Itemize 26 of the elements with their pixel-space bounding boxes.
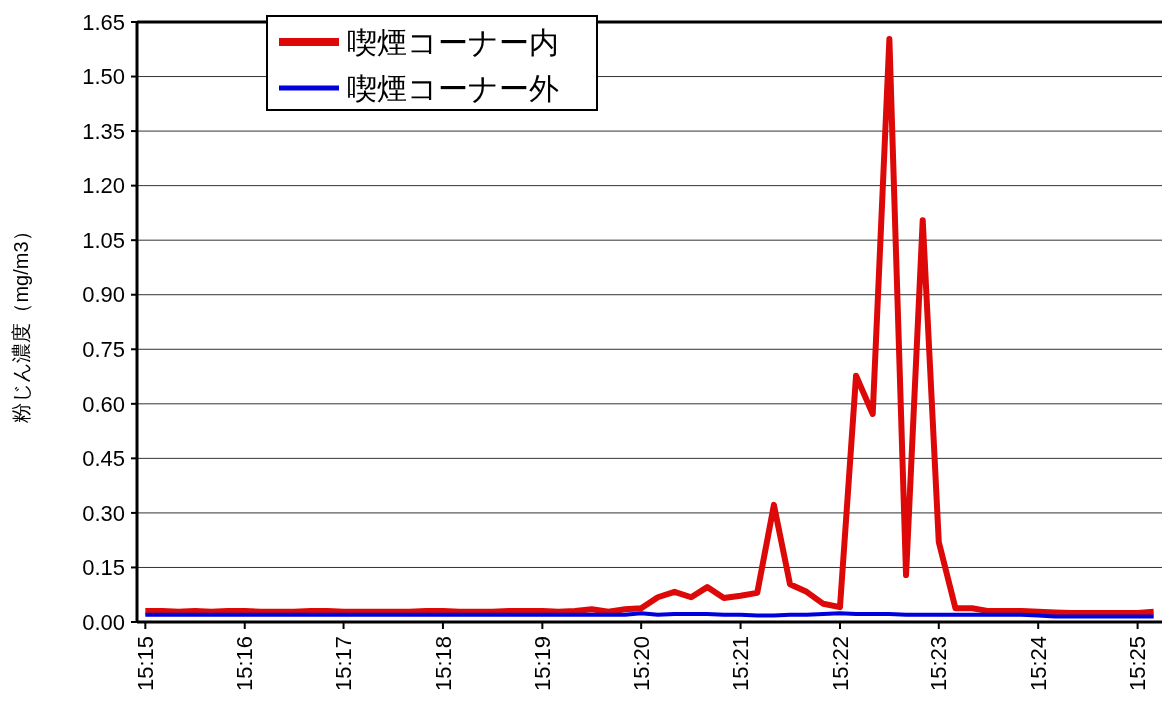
y-tick-label: 0.30 xyxy=(82,500,125,526)
x-tick-label: 15:25 xyxy=(1125,636,1151,692)
x-tick-label: 15:15 xyxy=(133,636,159,692)
y-tick-label: 0.60 xyxy=(82,391,125,417)
y-tick-label: 0.15 xyxy=(82,555,125,581)
x-tick-label: 15:16 xyxy=(232,636,258,692)
y-tick-label: 0.75 xyxy=(82,336,125,362)
x-tick-label: 15:23 xyxy=(926,636,952,692)
y-tick-label: 1.20 xyxy=(82,173,125,199)
y-tick-label: 0.45 xyxy=(82,446,125,472)
legend-label: 喫煙コーナー内 xyxy=(347,25,559,59)
y-tick-label: 1.65 xyxy=(82,9,125,35)
x-tick-label: 15:21 xyxy=(728,636,754,692)
y-tick-label: 1.50 xyxy=(82,64,125,90)
x-tick-label: 15:22 xyxy=(827,636,853,692)
y-axis-title: 粉じん濃度（mg/m3） xyxy=(10,221,32,423)
y-tick-label: 0.00 xyxy=(82,609,125,635)
x-tick-label: 15:24 xyxy=(1025,636,1051,692)
x-tick-label: 15:18 xyxy=(430,636,456,692)
x-tick-label: 15:20 xyxy=(628,636,654,692)
y-tick-label: 1.05 xyxy=(82,227,125,253)
x-tick-label: 15:17 xyxy=(331,636,357,692)
y-tick-label: 1.35 xyxy=(82,118,125,144)
legend-label: 喫煙コーナー外 xyxy=(347,71,559,105)
y-tick-label: 0.90 xyxy=(82,282,125,308)
x-tick-label: 15:19 xyxy=(530,636,556,692)
